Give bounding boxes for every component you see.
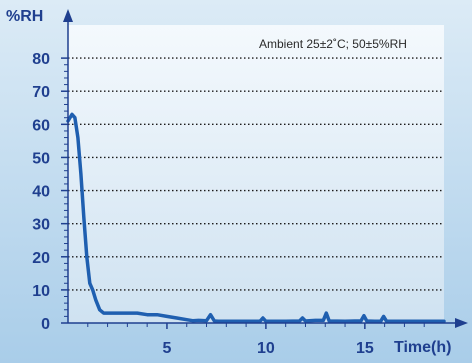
x-axis-title: Time(h) <box>394 339 451 356</box>
y-tick-label: 80 <box>32 51 50 68</box>
y-tick-label: 40 <box>32 184 50 201</box>
y-tick-label: 10 <box>32 283 50 300</box>
y-axis-title: %RH <box>6 8 43 25</box>
x-tick-label: 15 <box>356 340 374 357</box>
y-tick-label: 0 <box>41 316 50 333</box>
y-tick-label: 60 <box>32 117 50 134</box>
ambient-annotation: Ambient 25±2˚C; 50±5%RH <box>259 37 407 51</box>
x-axis-arrow <box>455 318 468 328</box>
y-tick-label: 70 <box>32 84 50 101</box>
x-axis-ticks: 5 10 15 <box>87 323 425 357</box>
y-tick-label: 20 <box>32 250 50 267</box>
y-axis-ticks: 0 10 20 30 40 50 60 70 80 <box>32 51 68 333</box>
y-axis-arrow <box>63 9 73 22</box>
x-tick-label: 10 <box>257 340 275 357</box>
series-line <box>66 112 446 324</box>
grid-lines <box>68 57 444 291</box>
y-tick-label: 50 <box>32 150 50 167</box>
y-tick-label: 30 <box>32 217 50 234</box>
x-tick-label: 5 <box>162 340 171 357</box>
plot-area <box>68 25 444 323</box>
